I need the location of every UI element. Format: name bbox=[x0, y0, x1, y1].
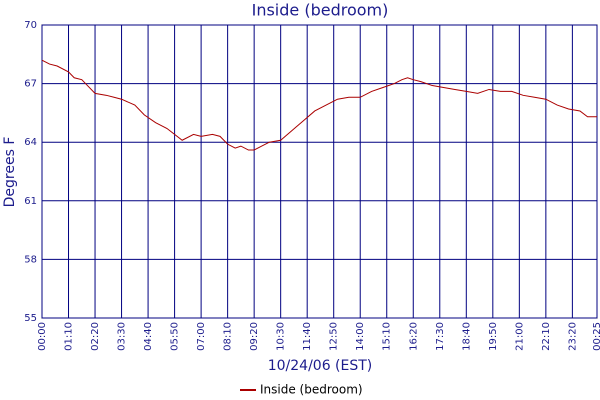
x-tick-label: 00:25 bbox=[592, 322, 600, 351]
y-tick-label: 55 bbox=[24, 313, 37, 324]
x-tick-label: 23:20 bbox=[567, 322, 578, 351]
x-tick-label: 12:50 bbox=[329, 322, 340, 351]
y-axis-title: Degrees F bbox=[2, 137, 18, 208]
y-tick-label: 64 bbox=[24, 137, 37, 148]
y-tick-label: 61 bbox=[24, 196, 37, 207]
x-tick-label: 18:40 bbox=[461, 322, 472, 351]
x-tick-label: 22:10 bbox=[541, 322, 552, 351]
x-axis-title: 10/24/06 (EST) bbox=[268, 358, 373, 374]
x-tick-label: 10:30 bbox=[276, 322, 287, 351]
x-tick-label: 11:40 bbox=[302, 322, 313, 351]
plot-border bbox=[41, 24, 598, 319]
x-tick-label: 08:10 bbox=[223, 322, 234, 351]
x-tick-label: 05:50 bbox=[170, 322, 181, 351]
x-tick-label: 15:10 bbox=[382, 322, 393, 351]
x-tick-label: 16:20 bbox=[408, 322, 419, 351]
x-tick-label: 03:30 bbox=[117, 322, 128, 351]
x-tick-label: 04:40 bbox=[143, 322, 154, 351]
x-tick-label: 14:00 bbox=[355, 322, 366, 351]
data-line bbox=[41, 59, 597, 151]
x-tick-label: 01:10 bbox=[64, 322, 75, 351]
x-tick-label: 21:00 bbox=[514, 322, 525, 351]
legend-label: Inside (bedroom) bbox=[260, 383, 363, 397]
x-tick-label: 00:00 bbox=[37, 322, 48, 351]
y-tick-label: 70 bbox=[24, 20, 37, 31]
x-tick-label: 07:00 bbox=[196, 322, 207, 351]
chart-title: Inside (bedroom) bbox=[252, 1, 389, 20]
y-tick-label: 58 bbox=[24, 254, 37, 265]
x-tick-label: 19:50 bbox=[488, 322, 499, 351]
y-tick-label: 67 bbox=[24, 79, 37, 90]
x-tick-label: 09:20 bbox=[249, 322, 260, 351]
x-tick-label: 17:30 bbox=[435, 322, 446, 351]
x-tick-label: 02:20 bbox=[90, 322, 101, 351]
